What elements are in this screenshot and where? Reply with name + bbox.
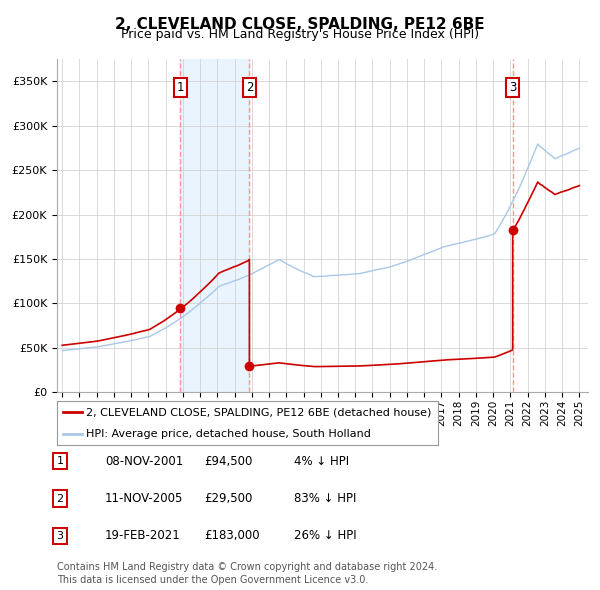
Text: 2: 2 [245, 81, 253, 94]
Text: 26% ↓ HPI: 26% ↓ HPI [294, 529, 356, 542]
Text: HPI: Average price, detached house, South Holland: HPI: Average price, detached house, Sout… [86, 430, 370, 440]
Text: 11-NOV-2005: 11-NOV-2005 [105, 492, 184, 505]
Text: 4% ↓ HPI: 4% ↓ HPI [294, 455, 349, 468]
Text: £183,000: £183,000 [204, 529, 260, 542]
Text: £29,500: £29,500 [204, 492, 253, 505]
Text: 2, CLEVELAND CLOSE, SPALDING, PE12 6BE (detached house): 2, CLEVELAND CLOSE, SPALDING, PE12 6BE (… [86, 407, 431, 417]
Bar [180, 59, 250, 392]
Text: 1: 1 [56, 457, 64, 466]
Text: 83% ↓ HPI: 83% ↓ HPI [294, 492, 356, 505]
Text: 08-NOV-2001: 08-NOV-2001 [105, 455, 183, 468]
Text: 2: 2 [56, 494, 64, 503]
Text: 1: 1 [176, 81, 184, 94]
Text: 2, CLEVELAND CLOSE, SPALDING, PE12 6BE: 2, CLEVELAND CLOSE, SPALDING, PE12 6BE [115, 17, 485, 31]
Text: 3: 3 [56, 531, 64, 540]
Text: £94,500: £94,500 [204, 455, 253, 468]
Text: 19-FEB-2021: 19-FEB-2021 [105, 529, 181, 542]
Text: 3: 3 [509, 81, 517, 94]
Text: Price paid vs. HM Land Registry's House Price Index (HPI): Price paid vs. HM Land Registry's House … [121, 28, 479, 41]
Text: Contains HM Land Registry data © Crown copyright and database right 2024.
This d: Contains HM Land Registry data © Crown c… [57, 562, 437, 585]
